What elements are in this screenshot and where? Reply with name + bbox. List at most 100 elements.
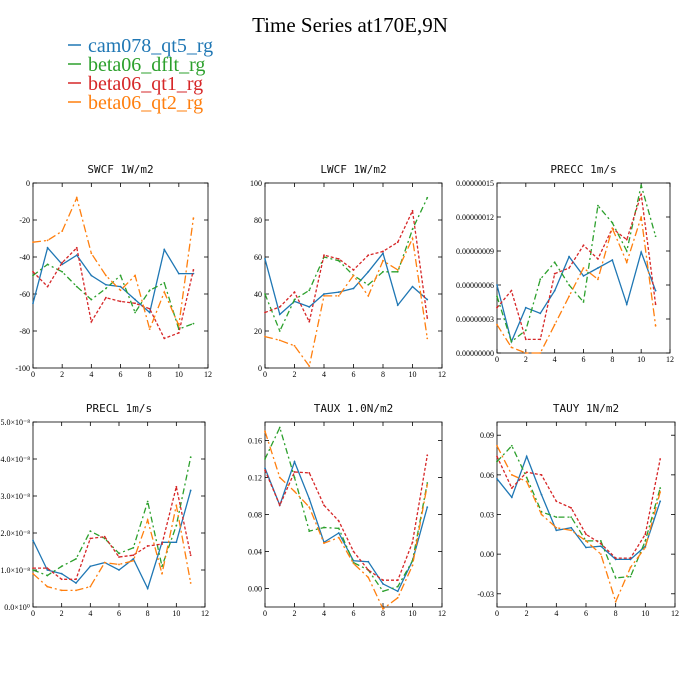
data-point [396,269,399,271]
data-point [411,237,414,240]
data-point [146,545,149,547]
data-point [134,311,136,314]
data-point [611,221,614,224]
data-point [308,497,311,500]
y-tick-label: -80 [19,327,30,336]
panel-title: TAUX 1.0N/m2 [314,402,393,415]
data-point [411,285,414,288]
data-point [119,289,122,292]
data-point [625,261,628,264]
data-point [278,313,281,316]
data-point [496,477,498,480]
data-point [46,263,49,266]
chart-panel: SWCF 1W/m2 0 2 4 6 8 10 12 -100 -80 -60 -40 -20 0 [15,163,212,379]
data-point [148,311,151,314]
data-point [382,270,384,273]
data-point [659,491,662,493]
data-point [323,294,325,297]
data-point [367,283,370,286]
x-tick-label: 4 [322,609,326,618]
series-line [496,249,657,344]
x-tick-label: 12 [204,370,212,379]
data-point [510,487,513,489]
x-tick-label: 12 [438,370,446,379]
x-tick-label: 6 [119,370,123,379]
data-point [134,302,136,305]
data-point [105,296,107,299]
data-point [629,575,632,578]
data-point [293,476,296,479]
y-tick-label: 0.06 [480,471,494,480]
data-point [32,567,34,570]
data-point [352,274,355,277]
series-line [33,486,192,580]
data-point [75,254,78,257]
x-tick-label: 6 [582,355,586,364]
data-point [659,500,662,503]
data-point [614,577,617,579]
series-line [496,454,661,561]
chart-panels: SWCF 1W/m20 2 4 6 8 10 12-100-80-60-40-200LWCF… [0,163,679,618]
y-tick-label: -60 [19,290,30,299]
data-point [640,184,643,187]
y-tick-label: -20 [19,216,30,225]
data-point [568,255,570,258]
data-point [570,526,573,529]
data-point [367,569,370,571]
data-point [614,557,617,560]
data-point [524,338,527,341]
data-point [614,600,617,603]
data-point [89,585,92,588]
data-point [293,344,296,347]
data-point [264,467,266,470]
data-point [278,330,281,332]
data-point [644,546,647,549]
x-tick-label: 2 [60,370,64,379]
data-point [278,306,281,308]
x-tick-label: 12 [671,609,679,618]
x-tick-label: 4 [554,609,558,618]
data-point [625,250,628,252]
x-tick-label: 2 [524,355,528,364]
data-point [60,565,63,568]
series-line [32,263,194,330]
x-tick-label: 10 [409,370,417,379]
series-line [496,185,657,343]
y-tick-label: 1.0×10⁻⁸ [0,566,30,575]
y-tick-label: 100 [250,179,262,188]
y-tick-label: 0.00000000 [456,349,494,358]
data-point [118,569,120,571]
panel-title: TAUY 1N/m2 [553,402,619,415]
x-tick-label: 8 [146,609,150,618]
data-point [323,254,325,257]
legend: cam078_qt5_rgbeta06_dflt_rgbeta06_qt1_rg… [68,35,213,114]
data-point [90,298,93,301]
data-point [118,563,120,566]
data-point [293,291,296,294]
data-point [599,545,602,548]
data-point [352,562,355,565]
data-point [396,596,399,599]
x-tick-label: 8 [148,370,152,379]
data-point [308,306,311,308]
data-point [75,246,78,249]
data-point [175,541,178,544]
data-point [553,323,556,326]
data-point [555,526,558,529]
data-point [524,352,527,354]
data-point [597,258,599,260]
data-point [161,543,163,545]
x-tick-label: 0 [495,609,499,618]
data-point [510,340,513,343]
x-tick-label: 4 [322,370,326,379]
chart-panel: LWCF 1W/m2 0 2 4 6 8 10 12 0 20 40 60 80 100 [250,163,446,379]
x-tick-label: 6 [352,370,356,379]
data-point [510,473,513,476]
y-tick-label: 0.09 [480,431,494,440]
x-tick-label: 6 [352,609,356,618]
data-point [644,540,647,542]
data-point [396,270,399,273]
data-point [411,541,414,544]
series-line [496,194,657,341]
